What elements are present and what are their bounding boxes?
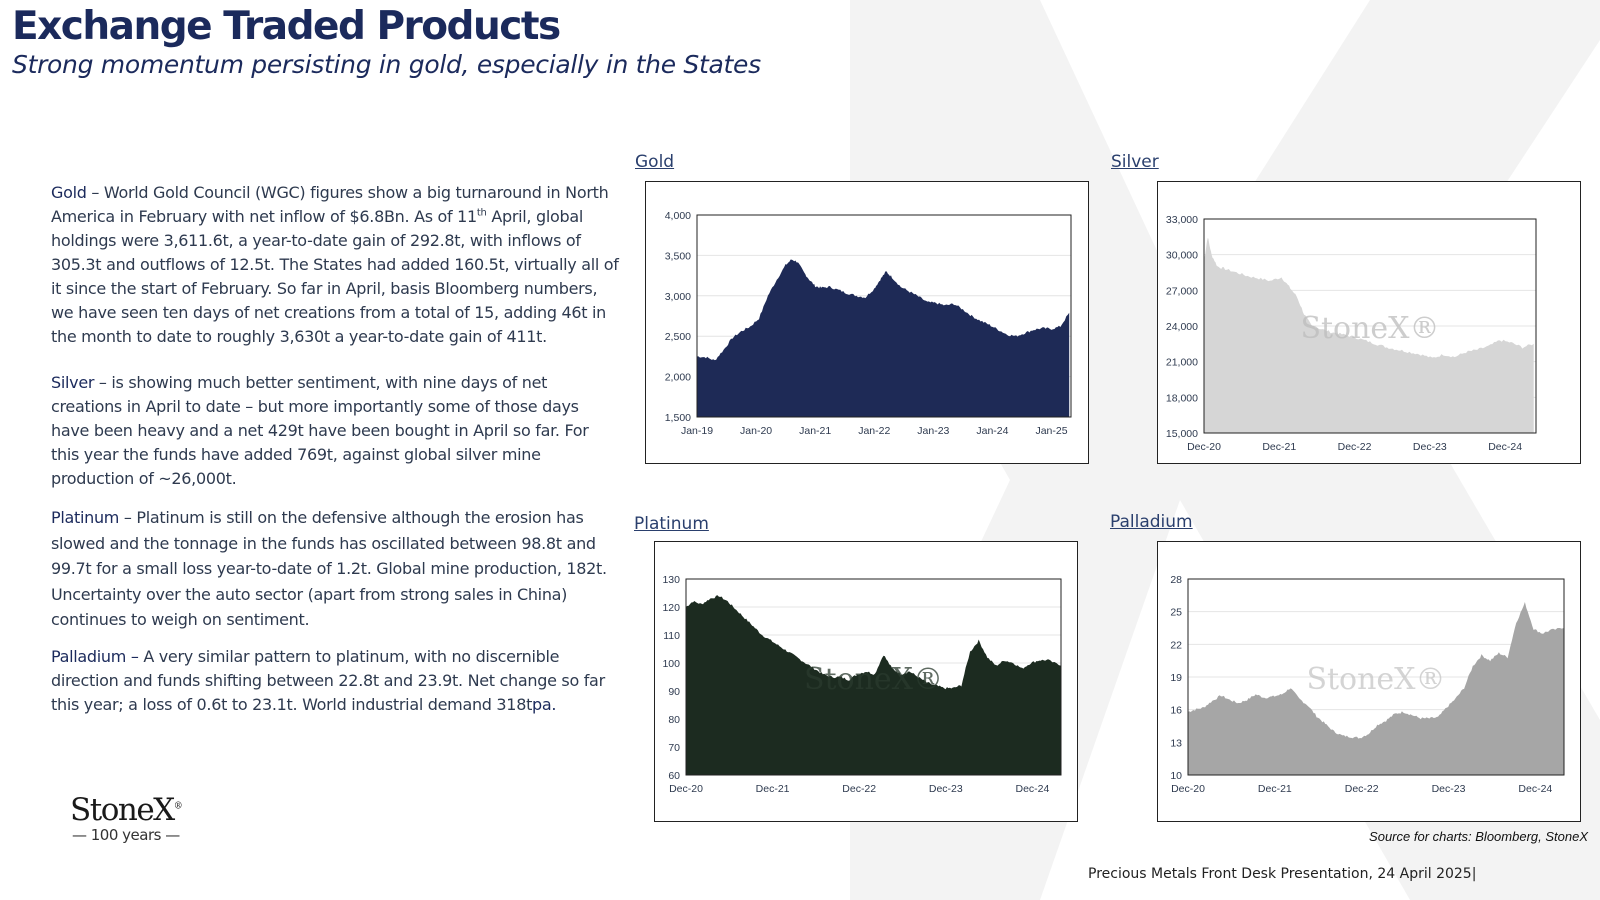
- y-tick-label: 1,500: [665, 412, 691, 424]
- palladium-chart: 28 25 22 19 16 13 10 StoneX® Dec-20 Dec-21 Dec-22 D…: [1157, 541, 1581, 822]
- x-tick-label: Jan-23: [917, 425, 949, 437]
- y-tick-label: 4,000: [665, 210, 691, 222]
- commentary-block: Gold – World Gold Council (WGC) figures …: [51, 181, 621, 717]
- palladium-tail: pa.: [532, 694, 557, 714]
- silver-lead: Silver: [51, 373, 95, 392]
- y-tick-label: 100: [662, 658, 680, 670]
- chart-watermark: StoneX®: [1300, 311, 1439, 346]
- x-tick-label: Jan-20: [740, 425, 772, 437]
- y-tick-label: 22: [1170, 639, 1182, 651]
- plot-border: [696, 214, 1072, 418]
- gold-text-a: – World Gold Council (WGC) figures show …: [51, 183, 609, 226]
- palladium-paragraph: Palladium – A very similar pattern to pl…: [51, 645, 621, 717]
- platinum-text: – Platinum is still on the defensive alt…: [51, 508, 607, 629]
- chart-watermark: StoneX®: [804, 662, 943, 697]
- y-tick-label: 60: [668, 770, 680, 782]
- plot-border: [685, 578, 1062, 776]
- x-tick-label: Dec-24: [1488, 441, 1522, 453]
- area-series: [1204, 237, 1534, 433]
- stonex-logo: StoneX® — 100 years —: [70, 792, 183, 844]
- y-tick-label: 24,000: [1166, 321, 1198, 333]
- x-tick-label: Dec-21: [756, 783, 790, 795]
- x-tick-label: Dec-22: [842, 783, 876, 795]
- y-tick-label: 90: [668, 686, 680, 698]
- palladium-text: A very similar pattern to platinum, with…: [51, 646, 605, 714]
- x-tick-label: Jan-21: [799, 425, 831, 437]
- x-tick-label: Dec-20: [1171, 783, 1205, 795]
- y-tick-label: 10: [1170, 770, 1182, 782]
- palladium-lead: Palladium –: [51, 646, 139, 666]
- x-tick-label: Jan-25: [1035, 425, 1067, 437]
- y-tick-label: 13: [1170, 737, 1182, 749]
- chart-source-note: Source for charts: Bloomberg, StoneX: [1369, 829, 1588, 844]
- silver-chart-label: Silver: [1111, 152, 1159, 172]
- y-tick-label: 28: [1170, 574, 1182, 586]
- x-tick-label: Dec-20: [1187, 441, 1221, 453]
- area-series: [686, 595, 1061, 775]
- y-tick-label: 3,500: [665, 250, 691, 262]
- x-tick-label: Jan-22: [858, 425, 890, 437]
- gold-paragraph: Gold – World Gold Council (WGC) figures …: [51, 181, 621, 349]
- x-tick-label: Dec-24: [1518, 783, 1552, 795]
- x-tick-label: Dec-23: [929, 783, 963, 795]
- y-tick-label: 110: [663, 630, 680, 642]
- logo-wordmark: StoneX®: [70, 792, 183, 828]
- x-tick-label: Jan-24: [976, 425, 1008, 437]
- silver-paragraph: Silver – is showing much better sentimen…: [51, 371, 621, 491]
- y-tick-label: 18,000: [1166, 392, 1198, 404]
- x-tick-label: Dec-24: [1015, 783, 1049, 795]
- y-tick-label: 80: [668, 714, 680, 726]
- silver-chart: 33,000 30,000 27,000 24,000 21,000 18,000 15,0…: [1157, 181, 1581, 464]
- gold-superscript: th: [476, 207, 487, 219]
- x-tick-label: Dec-20: [669, 783, 703, 795]
- platinum-chart: 130 120 110 100 90 80 70 60 StoneX® Dec-20 Dec-21 D…: [654, 541, 1078, 822]
- x-tick-label: Dec-23: [1413, 441, 1447, 453]
- y-tick-label: 19: [1170, 672, 1182, 684]
- gold-chart: 4,000 3,500 3,000 2,500 2,000 1,500 Jan-19 Jan-…: [645, 181, 1089, 464]
- platinum-paragraph: Platinum – Platinum is still on the defe…: [51, 505, 621, 633]
- area-series: [697, 259, 1070, 417]
- page-subtitle: Strong momentum persisting in gold, espe…: [12, 50, 761, 79]
- x-tick-label: Dec-23: [1432, 783, 1466, 795]
- y-tick-label: 120: [662, 602, 680, 614]
- y-tick-label: 15,000: [1166, 428, 1198, 440]
- x-tick-label: Dec-21: [1258, 783, 1292, 795]
- plot-border: [1187, 578, 1565, 776]
- platinum-chart-label: Platinum: [634, 514, 709, 534]
- y-tick-label: 3,000: [665, 291, 691, 303]
- palladium-chart-label: Palladium: [1110, 512, 1193, 532]
- footer-text: Precious Metals Front Desk Presentation,…: [1088, 866, 1477, 882]
- palladium-chart-svg: 28 25 22 19 16 13 10 StoneX® Dec-20 Dec-21 Dec-22 D…: [1170, 574, 1565, 795]
- logo-tagline: — 100 years —: [72, 826, 180, 844]
- platinum-chart-svg: 130 120 110 100 90 80 70 60 StoneX® Dec-20 Dec-21 D…: [662, 574, 1062, 795]
- gold-text-b: April, global holdings were 3,611.6t, a …: [51, 207, 619, 346]
- silver-text: – is showing much better sentiment, with…: [51, 373, 589, 488]
- plot-border: [1203, 218, 1537, 434]
- platinum-lead: Platinum: [51, 508, 120, 527]
- gold-chart-label: Gold: [635, 152, 675, 172]
- x-tick-label: Dec-22: [1338, 441, 1372, 453]
- y-tick-label: 33,000: [1166, 214, 1198, 226]
- y-tick-label: 70: [668, 742, 680, 754]
- y-tick-label: 27,000: [1166, 285, 1198, 297]
- silver-chart-svg: 33,000 30,000 27,000 24,000 21,000 18,000 15,0…: [1166, 214, 1537, 453]
- chart-watermark: StoneX®: [1306, 662, 1445, 697]
- area-series: [1188, 602, 1564, 775]
- y-tick-label: 30,000: [1166, 250, 1198, 262]
- x-tick-label: Dec-21: [1262, 441, 1296, 453]
- y-tick-label: 16: [1170, 705, 1182, 717]
- y-tick-label: 25: [1170, 607, 1182, 619]
- y-tick-label: 2,000: [665, 372, 691, 384]
- x-tick-label: Dec-22: [1345, 783, 1379, 795]
- y-tick-label: 2,500: [665, 331, 691, 343]
- gold-lead: Gold: [51, 183, 87, 202]
- y-tick-label: 21,000: [1166, 357, 1198, 369]
- y-tick-label: 130: [662, 574, 680, 586]
- page-title: Exchange Traded Products: [12, 4, 561, 49]
- x-tick-label: Jan-19: [681, 425, 713, 437]
